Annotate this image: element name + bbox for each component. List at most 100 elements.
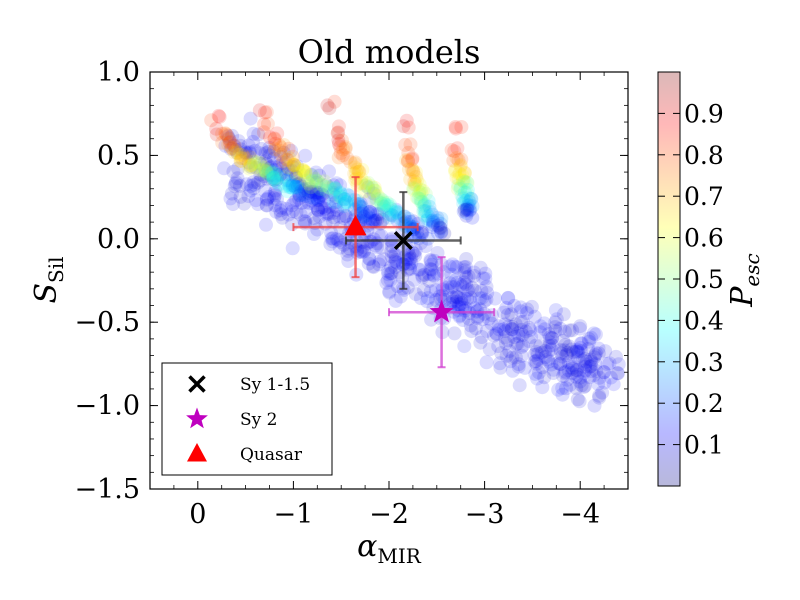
model-point (326, 210, 341, 225)
model-point (329, 195, 344, 210)
model-point (515, 327, 530, 342)
model-point (529, 354, 544, 368)
model-point (457, 203, 472, 217)
model-point (402, 248, 416, 263)
model-point (385, 234, 399, 249)
model-point (326, 194, 341, 209)
model-point (350, 242, 364, 257)
model-point (337, 191, 351, 206)
model-point (564, 360, 579, 375)
model-point (442, 259, 457, 274)
model-point (417, 267, 432, 282)
model-point (287, 195, 302, 210)
model-point (592, 370, 607, 385)
model-point (406, 165, 421, 180)
model-point (461, 198, 475, 213)
model-point (335, 133, 349, 148)
model-point (445, 294, 460, 309)
model-point (417, 283, 431, 298)
model-point (253, 167, 268, 182)
model-point (433, 221, 448, 236)
model-point (261, 166, 275, 181)
model-point (297, 183, 312, 198)
model-point (212, 109, 227, 124)
y-tick-label: 1.0 (97, 57, 140, 88)
model-point (519, 306, 534, 321)
model-point (232, 178, 247, 193)
model-point (209, 127, 224, 142)
colorbar-label: Pesc (725, 253, 764, 308)
model-point (270, 192, 284, 207)
model-point (250, 155, 265, 170)
model-point (309, 190, 324, 205)
model-point (315, 200, 330, 215)
model-point (333, 146, 348, 160)
model-point (389, 204, 404, 219)
model-point (241, 189, 256, 204)
model-point (242, 159, 257, 174)
model-point (276, 138, 291, 152)
model-point (546, 366, 561, 380)
model-point (537, 322, 552, 337)
model-point (573, 319, 588, 334)
model-point (347, 156, 362, 171)
model-point (531, 352, 546, 367)
model-point (454, 152, 469, 167)
model-point (401, 120, 416, 135)
model-point (478, 266, 493, 281)
model-point (289, 205, 304, 220)
model-point (558, 337, 573, 352)
model-point (376, 202, 391, 217)
model-point (467, 283, 482, 298)
x-axis-label-sub: MIR (377, 544, 421, 568)
model-point (502, 344, 517, 359)
model-point (401, 211, 416, 226)
model-point (454, 120, 469, 134)
model-point (380, 195, 395, 210)
model-point (287, 158, 302, 173)
model-point (379, 198, 394, 213)
model-point (370, 188, 385, 203)
model-point (453, 277, 468, 292)
model-point (219, 128, 234, 143)
model-point (233, 138, 248, 153)
model-point (500, 333, 515, 348)
model-point (218, 138, 233, 153)
model-point (279, 201, 294, 216)
model-point (415, 225, 430, 240)
model-point (492, 322, 507, 337)
model-point (569, 369, 584, 384)
model-point (269, 173, 284, 188)
model-point (261, 144, 276, 159)
model-point (309, 165, 323, 180)
model-point (388, 206, 402, 221)
model-point (420, 213, 434, 228)
model-point (479, 292, 494, 307)
model-point (535, 360, 550, 375)
model-point (333, 178, 348, 193)
model-point (244, 160, 258, 174)
model-point (586, 326, 601, 341)
model-point (332, 240, 347, 255)
model-point (511, 357, 526, 372)
model-point (485, 308, 499, 323)
model-point (420, 231, 435, 246)
model-point (284, 163, 299, 178)
model-point (366, 232, 381, 247)
model-point (246, 154, 261, 169)
model-point (447, 259, 462, 274)
model-point (287, 157, 302, 172)
model-point (381, 267, 396, 282)
model-point (319, 178, 334, 192)
model-point (376, 252, 391, 267)
model-point (286, 157, 301, 172)
model-point (451, 178, 466, 193)
model-point (277, 169, 292, 184)
model-point (365, 206, 380, 221)
axis-ticks: 0 −1 −2 −3 −4 1.0 0.5 0.0 −0.5 −1.0 −1.5 (74, 57, 629, 530)
model-point (228, 176, 243, 191)
model-point (286, 158, 301, 173)
legend-label-sy1: Sy 1-1.5 (240, 375, 310, 395)
model-point (353, 199, 368, 214)
model-point (233, 153, 248, 168)
